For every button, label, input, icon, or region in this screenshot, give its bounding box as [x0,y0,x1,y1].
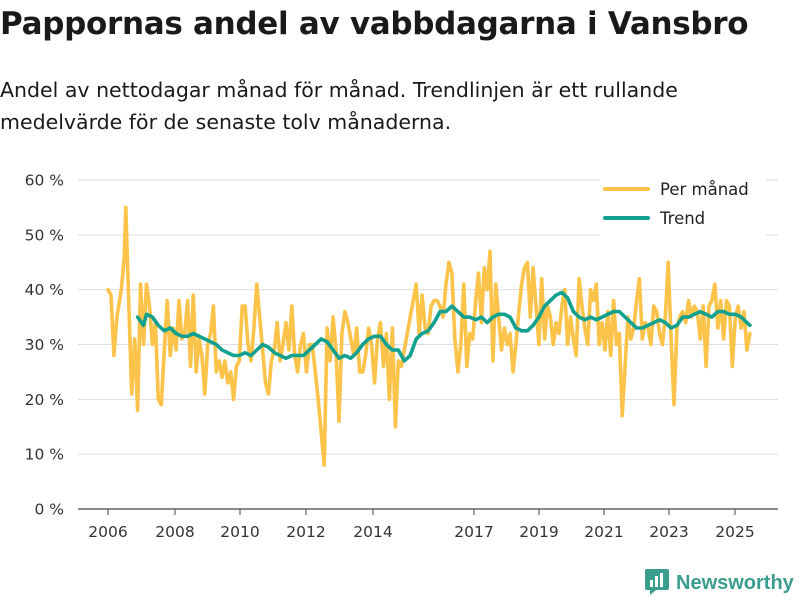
y-tick-label: 10 % [25,446,64,464]
x-tick-label: 2014 [353,523,392,541]
x-tick-label: 2025 [715,523,754,541]
x-tick-label: 2023 [649,523,688,541]
brand-logo: Newsworthy [644,568,794,598]
y-tick-label: 20 % [25,391,64,409]
y-tick-label: 50 % [25,226,64,244]
legend-label-per-manad: Per månad [660,180,749,199]
x-tick-label: 2017 [454,523,493,541]
series-line-per-manad [106,205,752,467]
x-tick-label: 2012 [286,523,325,541]
legend-background [600,170,766,238]
y-tick-label: 60 % [25,172,64,190]
brand-name: Newsworthy [676,571,794,594]
x-tick-label: 2006 [88,523,127,541]
x-tick-label: 2010 [220,523,259,541]
x-tick-label: 2021 [584,523,623,541]
chart-title: Pappornas andel av vabbdagarna i Vansbro [0,6,749,42]
x-axis: 2006 2008 2010 2012 2014 2017 2019 2021 2023 2025 [88,509,755,541]
legend-label-trend: Trend [659,209,705,228]
y-tick-label: 0 % [34,501,64,519]
chart-subtitle: Andel av nettodagar månad för månad. Tre… [0,78,678,134]
y-tick-label: 40 % [25,281,64,299]
x-tick-label: 2019 [519,523,558,541]
series-lines [106,205,752,467]
bar-chart-badge-icon [644,567,670,599]
y-tick-label: 30 % [25,336,64,354]
x-tick-label: 2008 [155,523,194,541]
legend: Per månad Trend [600,170,766,238]
y-axis-ticks: 0 % 10 % 20 % 30 % 40 % 50 % 60 % [25,172,64,519]
series-line-trend [135,290,752,363]
